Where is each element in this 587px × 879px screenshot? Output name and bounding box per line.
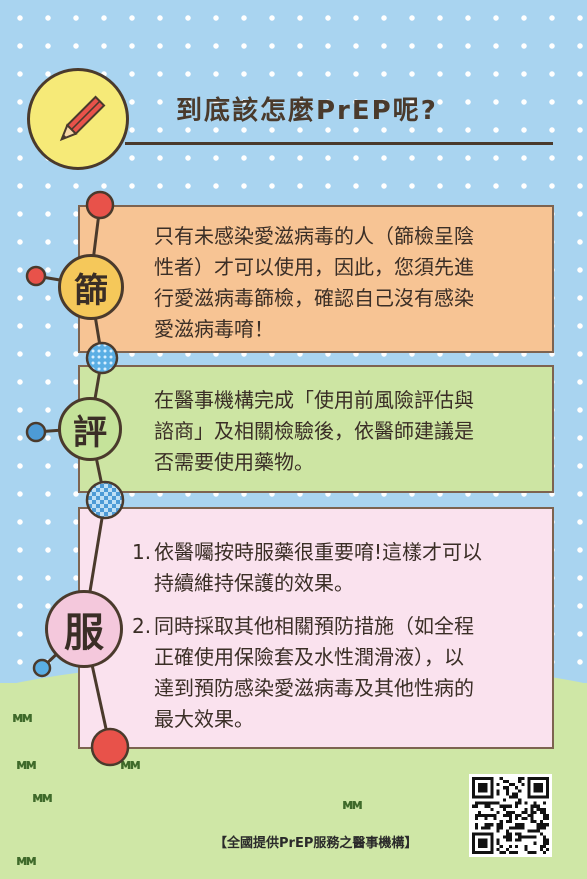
title-underline [125,142,553,145]
step-badge-screening: 篩 [58,254,124,320]
item-number: 1. [132,540,152,564]
footer-label: 【全國提供PrEP服務之醫事機構】 [214,836,418,851]
step-card-evaluation: 在醫事機構完成「使用前風險評估與 諮商」及相關檢驗後，依醫師建議是 否需要使用藥… [78,365,554,493]
item-text: 依醫囑按時服藥很重要唷!這樣才可以 持續維持保護的效果。 [154,540,483,595]
item-text: 同時採取其他相關預防措施（如全程 正確使用保險套及水性潤滑液），以 達到預防感染… [154,614,474,731]
title-badge [27,68,129,170]
step-badge-evaluation: 評 [58,397,122,461]
page-title: 到底該怎麼PrEP呢? [176,96,438,126]
qr-code[interactable] [469,774,552,857]
step-text: 只有未感染愛滋病毒的人（篩檢呈陰 性者）才可以使用，因此，您須先進 行愛滋病毒篩… [154,224,474,341]
qr-code-image [472,777,549,854]
step-text: 在醫事機構完成「使用前風險評估與 諮商」及相關檢驗後，依醫師建議是 否需要使用藥… [154,388,474,474]
item-number: 2. [132,614,152,638]
pencil-icon [59,95,106,142]
grass-tuft: ᴍᴍ [342,797,363,813]
grass-tuft: ᴍᴍ [120,757,141,773]
grass-tuft: ᴍᴍ [32,790,53,806]
step-card-screening: 只有未感染愛滋病毒的人（篩檢呈陰 性者）才可以使用，因此，您須先進 行愛滋病毒篩… [78,205,554,353]
step-card-medication: 1. 依醫囑按時服藥很重要唷!這樣才可以 持續維持保護的效果。 2. 同時採取其… [78,507,554,749]
grass-tuft: ᴍᴍ [16,757,37,773]
step-badge-medication: 服 [45,590,123,668]
grass-tuft: ᴍᴍ [16,853,37,869]
grass-tuft: ᴍᴍ [12,710,33,726]
